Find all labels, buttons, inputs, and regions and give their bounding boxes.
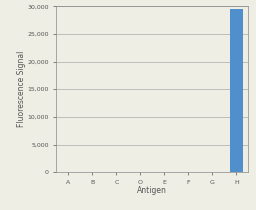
Bar [230,9,243,172]
X-axis label: Antigen: Antigen [137,186,167,195]
Y-axis label: Fluorescence Signal: Fluorescence Signal [17,51,26,127]
